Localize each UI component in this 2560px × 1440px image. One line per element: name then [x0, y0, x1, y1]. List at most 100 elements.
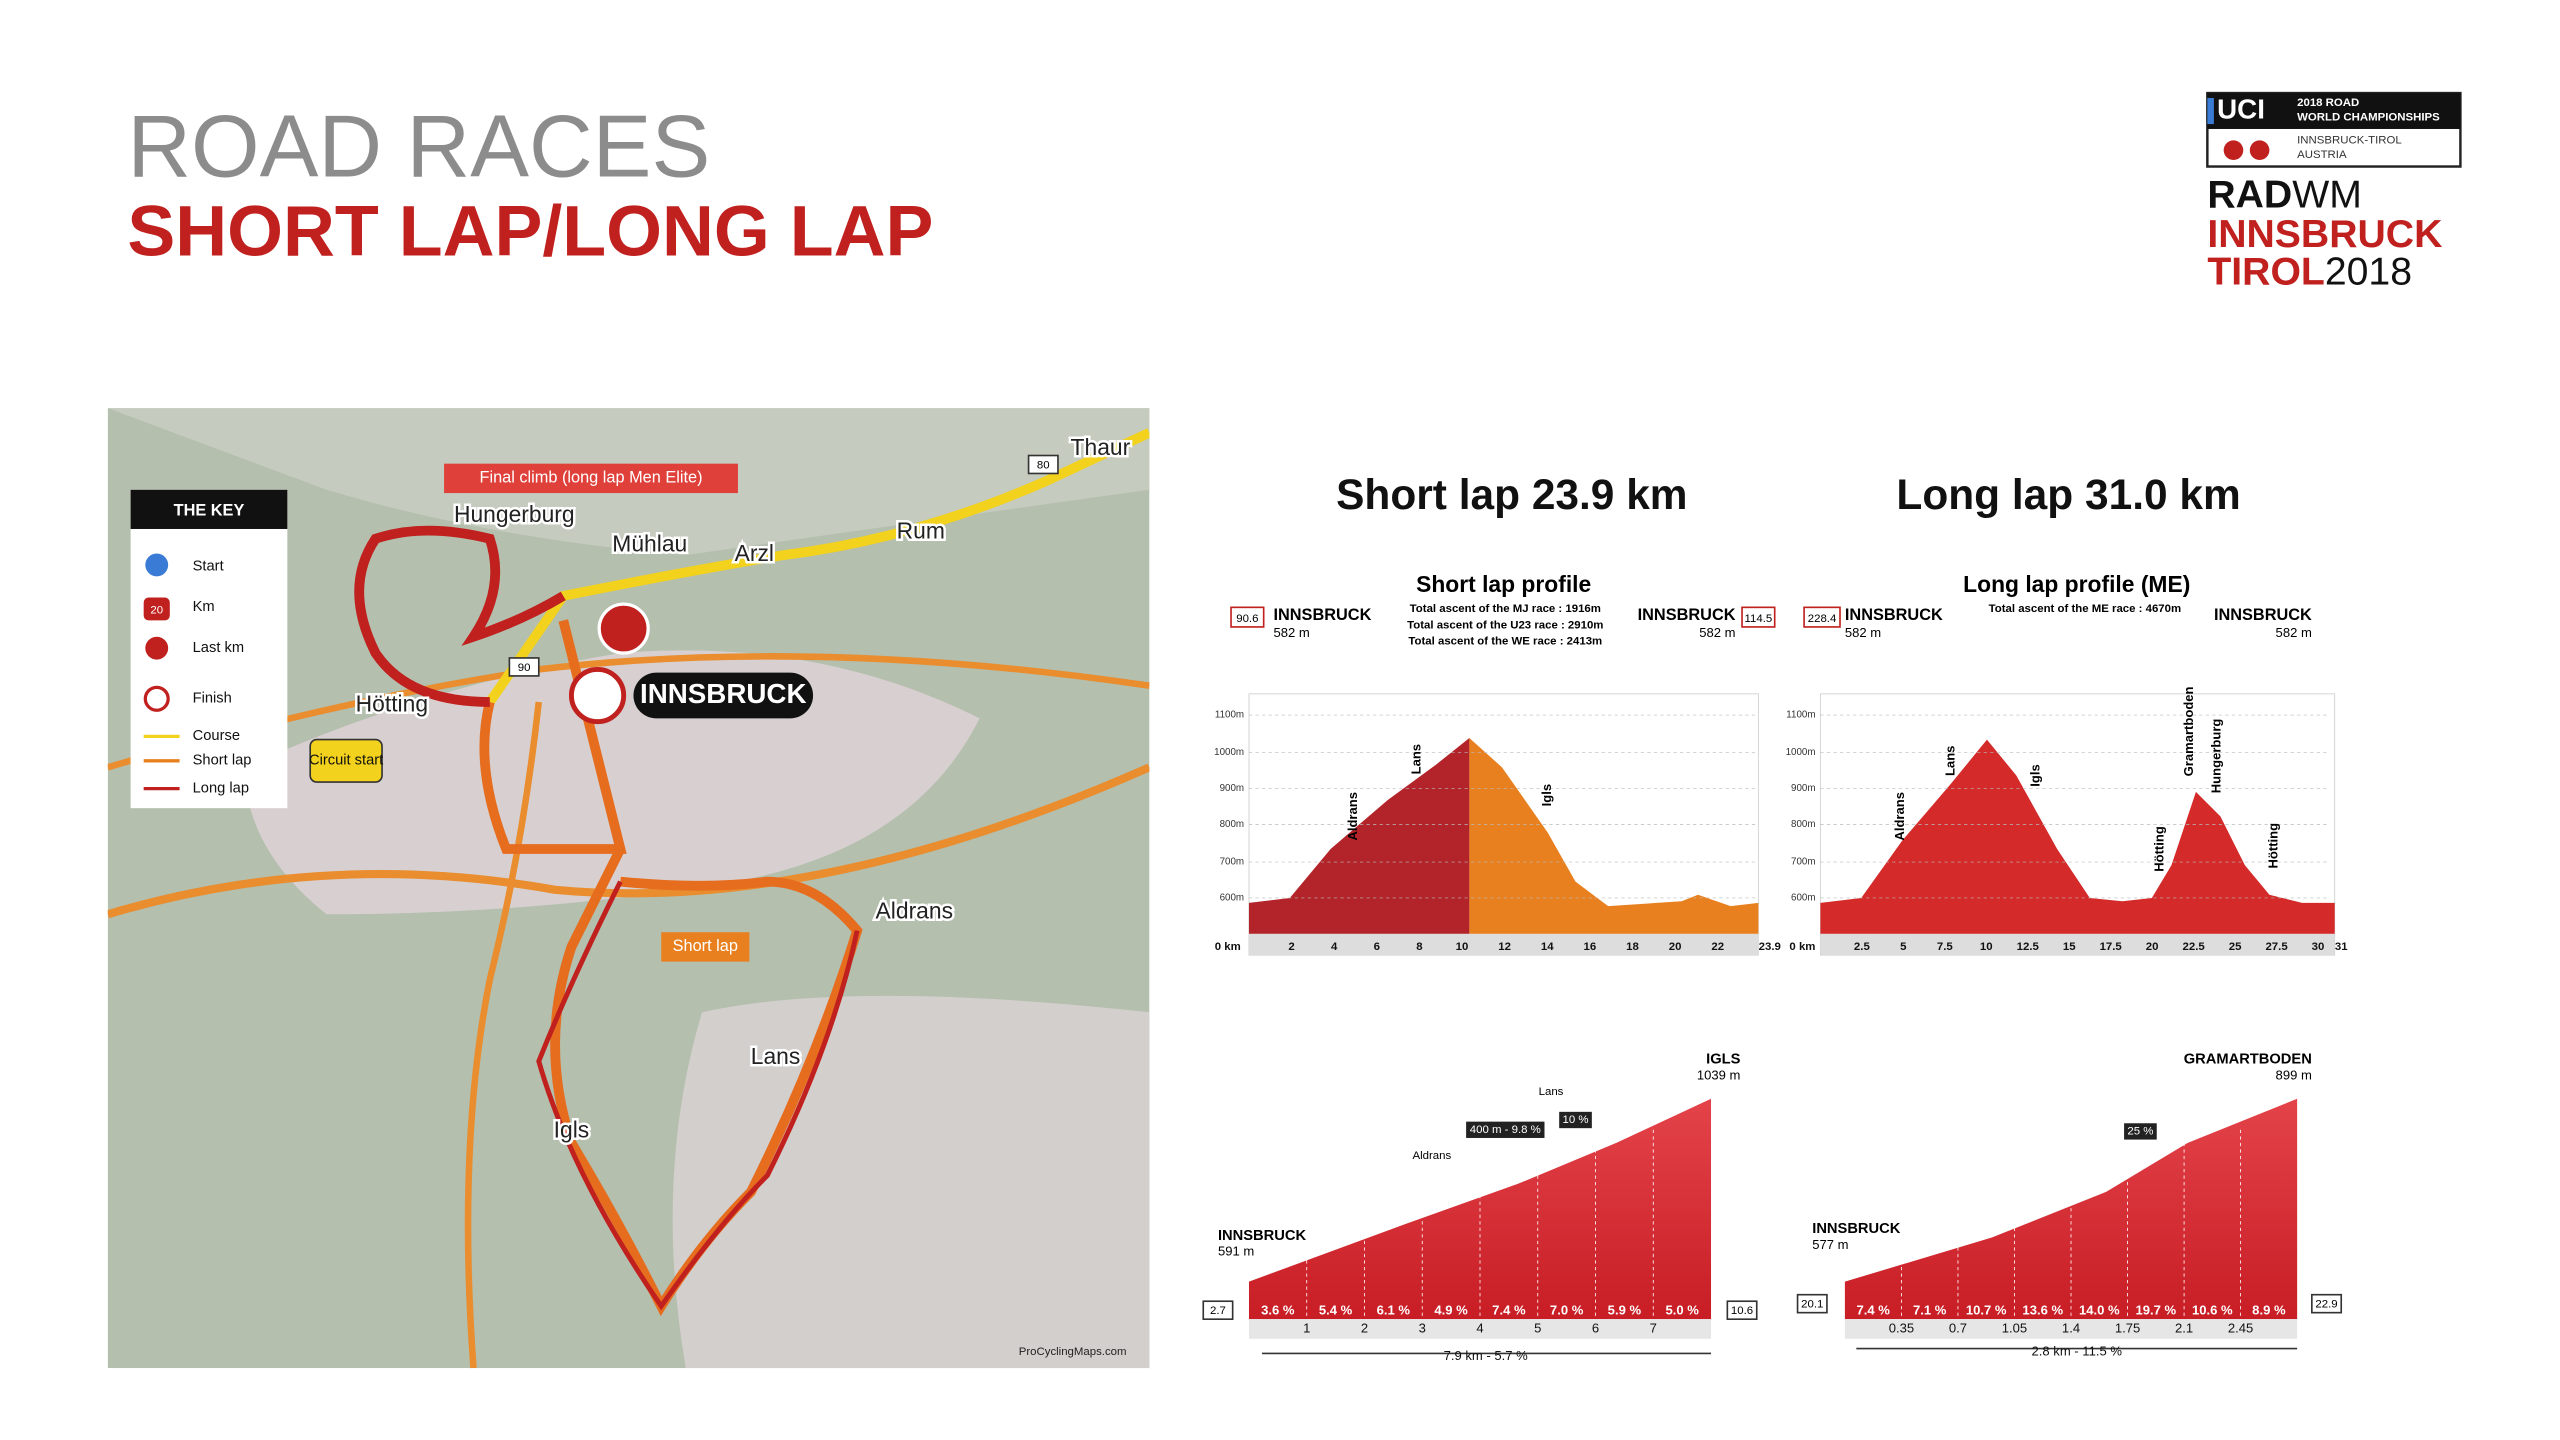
callout: [661, 932, 750, 962]
brand: TIROL2018: [2207, 251, 2412, 294]
brand-wm: WM: [2292, 174, 2362, 217]
x-tick-label: 16: [1584, 941, 1597, 953]
road-number: 90: [518, 662, 531, 674]
logo-text: INNSBRUCK-TIROL: [2297, 134, 2402, 146]
km-label: 2.1: [2175, 1320, 2193, 1335]
logo-text: 2018 ROAD: [2297, 97, 2359, 109]
km-badge: [1741, 606, 1776, 628]
steep-badge: [1466, 1121, 1545, 1138]
city-badge: [633, 672, 814, 719]
logo-icon: [2223, 140, 2244, 160]
grade-label: 7.0 %: [1550, 1302, 1584, 1317]
climb-fill: [1248, 737, 1470, 934]
road-number: 80: [1037, 459, 1050, 471]
start-label: INNSBRUCK: [1218, 1228, 1307, 1244]
x-tick-label: 4: [1331, 941, 1338, 953]
profile-fill: [1820, 739, 2335, 934]
climb-label: Igls: [2027, 764, 2042, 786]
grade-label: 6.1 %: [1377, 1302, 1411, 1317]
steep-label: 25 %: [2127, 1125, 2153, 1137]
key-item: Finish: [193, 691, 232, 707]
y-tick-label: 700m: [1791, 857, 1815, 868]
climb-label: Aldrans: [1345, 792, 1360, 841]
km-label: 1: [1303, 1320, 1310, 1335]
x-tick-label: 12.5: [2017, 941, 2040, 953]
axis-band: [1248, 1319, 1712, 1339]
x-tick-label: 10: [1456, 941, 1469, 953]
end-alt: 1039 m: [1697, 1067, 1741, 1082]
motorway: [464, 701, 543, 1369]
callout-text: Final climb (long lap Men Elite): [480, 469, 703, 487]
y-tick-label: 1000m: [1214, 747, 1244, 758]
stripe: [2207, 97, 2214, 125]
key-item: Course: [193, 728, 240, 744]
grade-label: 3.6 %: [1261, 1302, 1295, 1317]
km-badge: [1803, 606, 1841, 628]
climb-label: Igls: [1539, 784, 1554, 806]
last-km-key-icon: [145, 636, 169, 660]
place-label: Aldrans: [876, 898, 953, 924]
heading: Long lap 31.0 km: [1896, 471, 2240, 518]
x-tick-label: 8: [1416, 941, 1422, 953]
climb-label: Aldrans: [1892, 792, 1907, 841]
axis-band: [1844, 1319, 2298, 1339]
km-badge: [1202, 1300, 1234, 1320]
key-item: Last km: [193, 640, 244, 656]
y-tick-label: 900m: [1791, 783, 1815, 794]
start-alt: 577 m: [1812, 1237, 1848, 1252]
long-lap-climb: [354, 525, 566, 707]
climb-label: Lans: [1409, 744, 1424, 774]
x-tick-label: 2.5: [1854, 941, 1871, 953]
brand: RADWM: [2207, 174, 2361, 217]
callout-text: Short lap: [673, 937, 738, 955]
grade-label: 10.7 %: [1966, 1302, 2007, 1317]
profile-title: Short lap profile: [1416, 571, 1591, 597]
logo-text: WORLD CHAMPIONSHIPS: [2297, 112, 2440, 124]
subtitle: SHORT LAP/LONG LAP: [127, 192, 933, 272]
y-tick-label: 1000m: [1786, 747, 1816, 758]
finish-icon: [568, 666, 627, 725]
grade-label: 8.9 %: [2252, 1302, 2286, 1317]
place-label: Rum: [897, 517, 945, 543]
grade-label: 5.9 %: [1608, 1302, 1642, 1317]
grade-label: 10.6 %: [2192, 1302, 2233, 1317]
start-label: INNSBRUCK: [1845, 606, 1943, 624]
grade-label: 5.0 %: [1665, 1302, 1699, 1317]
grade-label: 13.6 %: [2022, 1302, 2063, 1317]
start-label: INNSBRUCK: [1273, 606, 1371, 624]
x-tick-label: 14: [1541, 941, 1554, 953]
place-label: Lans: [751, 1043, 801, 1069]
place-label: Igls: [554, 1116, 590, 1142]
note: Total ascent of the ME race : 4670m: [1989, 603, 2182, 615]
key-item: Long lap: [193, 780, 249, 796]
steep-label: 400 m - 9.8 %: [1470, 1124, 1541, 1136]
y-tick-label: 800m: [1791, 819, 1815, 830]
x-tick-label: 12: [1498, 941, 1511, 953]
credit: ProCyclingMaps.com: [1019, 1346, 1127, 1358]
y-tick-label: 1100m: [1215, 710, 1244, 721]
x-tick-label: 7.5: [1937, 941, 1954, 953]
logo-uci: UCI: [2217, 93, 2265, 124]
x-tick-label: 17.5: [2100, 941, 2123, 953]
grade-label: 7.1 %: [1913, 1302, 1947, 1317]
start-label: INNSBRUCK: [1812, 1221, 1901, 1237]
x-tick-label: 6: [1374, 941, 1380, 953]
x-tick-label: 2: [1288, 941, 1294, 953]
key-km-badge: 20: [150, 605, 163, 617]
end-alt: 582 m: [1699, 625, 1735, 640]
grade-label: 19.7 %: [2136, 1302, 2177, 1317]
km-label: 2.45: [2228, 1320, 2253, 1335]
x-tick-label: 5: [1900, 941, 1907, 953]
heading: Short lap 23.9 km: [1336, 471, 1687, 518]
km-badge-text: 2.7: [1210, 1305, 1226, 1317]
km-icon: [143, 597, 170, 621]
x-tick-label: 22.5: [2183, 941, 2206, 953]
grade-label: 5.4 %: [1319, 1302, 1353, 1317]
village-area: [672, 995, 1150, 1369]
x-tick-label: 30: [2312, 941, 2325, 953]
km-badge: [1726, 1300, 1758, 1320]
y-tick-label: 700m: [1220, 857, 1244, 868]
x-tick-label: 22: [1711, 941, 1724, 953]
grade-label: 7.4 %: [1856, 1302, 1890, 1317]
km-label: 0.35: [1889, 1320, 1914, 1335]
